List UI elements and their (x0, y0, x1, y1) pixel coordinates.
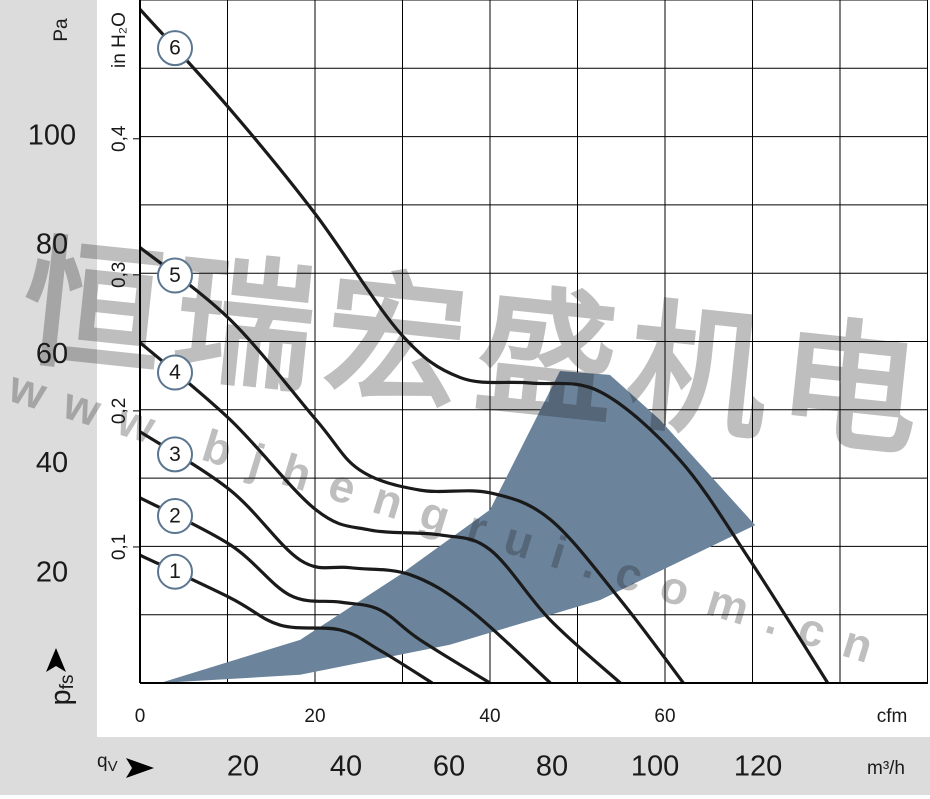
curve-badge (157, 354, 193, 391)
fan-curve (138, 341, 622, 685)
curve-label: 4 (169, 361, 181, 384)
left-panel (0, 0, 97, 740)
curve-label: 3 (169, 443, 181, 466)
x-tick-label: 40 (479, 706, 500, 727)
curve-label: 5 (169, 264, 181, 287)
y-tick-label: 100 (28, 119, 76, 151)
x2-symbol-sub: V (108, 758, 118, 775)
x2-tick-label: 40 (330, 751, 362, 783)
y-tick-label: 80 (36, 229, 68, 261)
y-tick-label: 40 (36, 447, 68, 479)
curve-layer (138, 8, 830, 685)
x2-tick-label: 100 (631, 751, 679, 783)
fan-curve (138, 8, 830, 684)
y-symbol-sub: fs (57, 675, 78, 690)
y2-axis-label: in H₂O (109, 12, 130, 68)
y-axis-label: Pa (51, 18, 72, 42)
region-layer (160, 371, 756, 683)
curve-label: 1 (169, 560, 181, 583)
x2-tick-label: 60 (433, 751, 465, 783)
watermark-text: 恒瑞宏盛机电 (15, 223, 926, 473)
operating-range (160, 371, 756, 683)
y2-tick-label: 0,3 (109, 262, 130, 288)
x2-symbol-main: q (97, 751, 108, 772)
y-tick-label: 60 (36, 338, 68, 370)
x-axis-label: cfm (877, 706, 908, 727)
label-layer: 0 20 40 60 20 40 60 80 100 20 40 60 80 100 120 0,1 0,2 0,… (28, 30, 782, 783)
y-symbol-main: p (45, 689, 77, 705)
fan-curve (139, 553, 434, 685)
x2-symbol: qV (97, 751, 118, 775)
x-tick-label: 60 (654, 706, 675, 727)
curve-badge (157, 498, 193, 535)
y2-tick-label: 0,4 (109, 125, 130, 152)
curve-badge (157, 257, 193, 294)
y-tick-label: 20 (36, 556, 68, 588)
fan-curve (139, 246, 685, 684)
x2-tick-label: 20 (227, 751, 259, 783)
x2-tick-label: 80 (536, 751, 568, 783)
bottom-panel (0, 737, 930, 795)
fan-curve (139, 496, 491, 685)
curve-label: 2 (169, 505, 181, 528)
y-arrow (46, 648, 66, 672)
curve-badge (157, 30, 193, 67)
x2-axis-label: m³/h (867, 758, 905, 779)
x2-arrow (126, 758, 154, 778)
curve-badge (157, 553, 193, 590)
x-tick-label: 0 (135, 706, 146, 727)
x-tick-label: 20 (304, 706, 325, 727)
y2-tick-label: 0,2 (109, 398, 130, 424)
curve-badge (157, 436, 193, 473)
fan-curve (139, 430, 552, 685)
y-symbol: pfs (45, 675, 78, 706)
x2-tick-label: 120 (734, 751, 782, 783)
curve-label: 6 (169, 37, 181, 60)
y2-tick-label: 0,1 (109, 534, 130, 560)
